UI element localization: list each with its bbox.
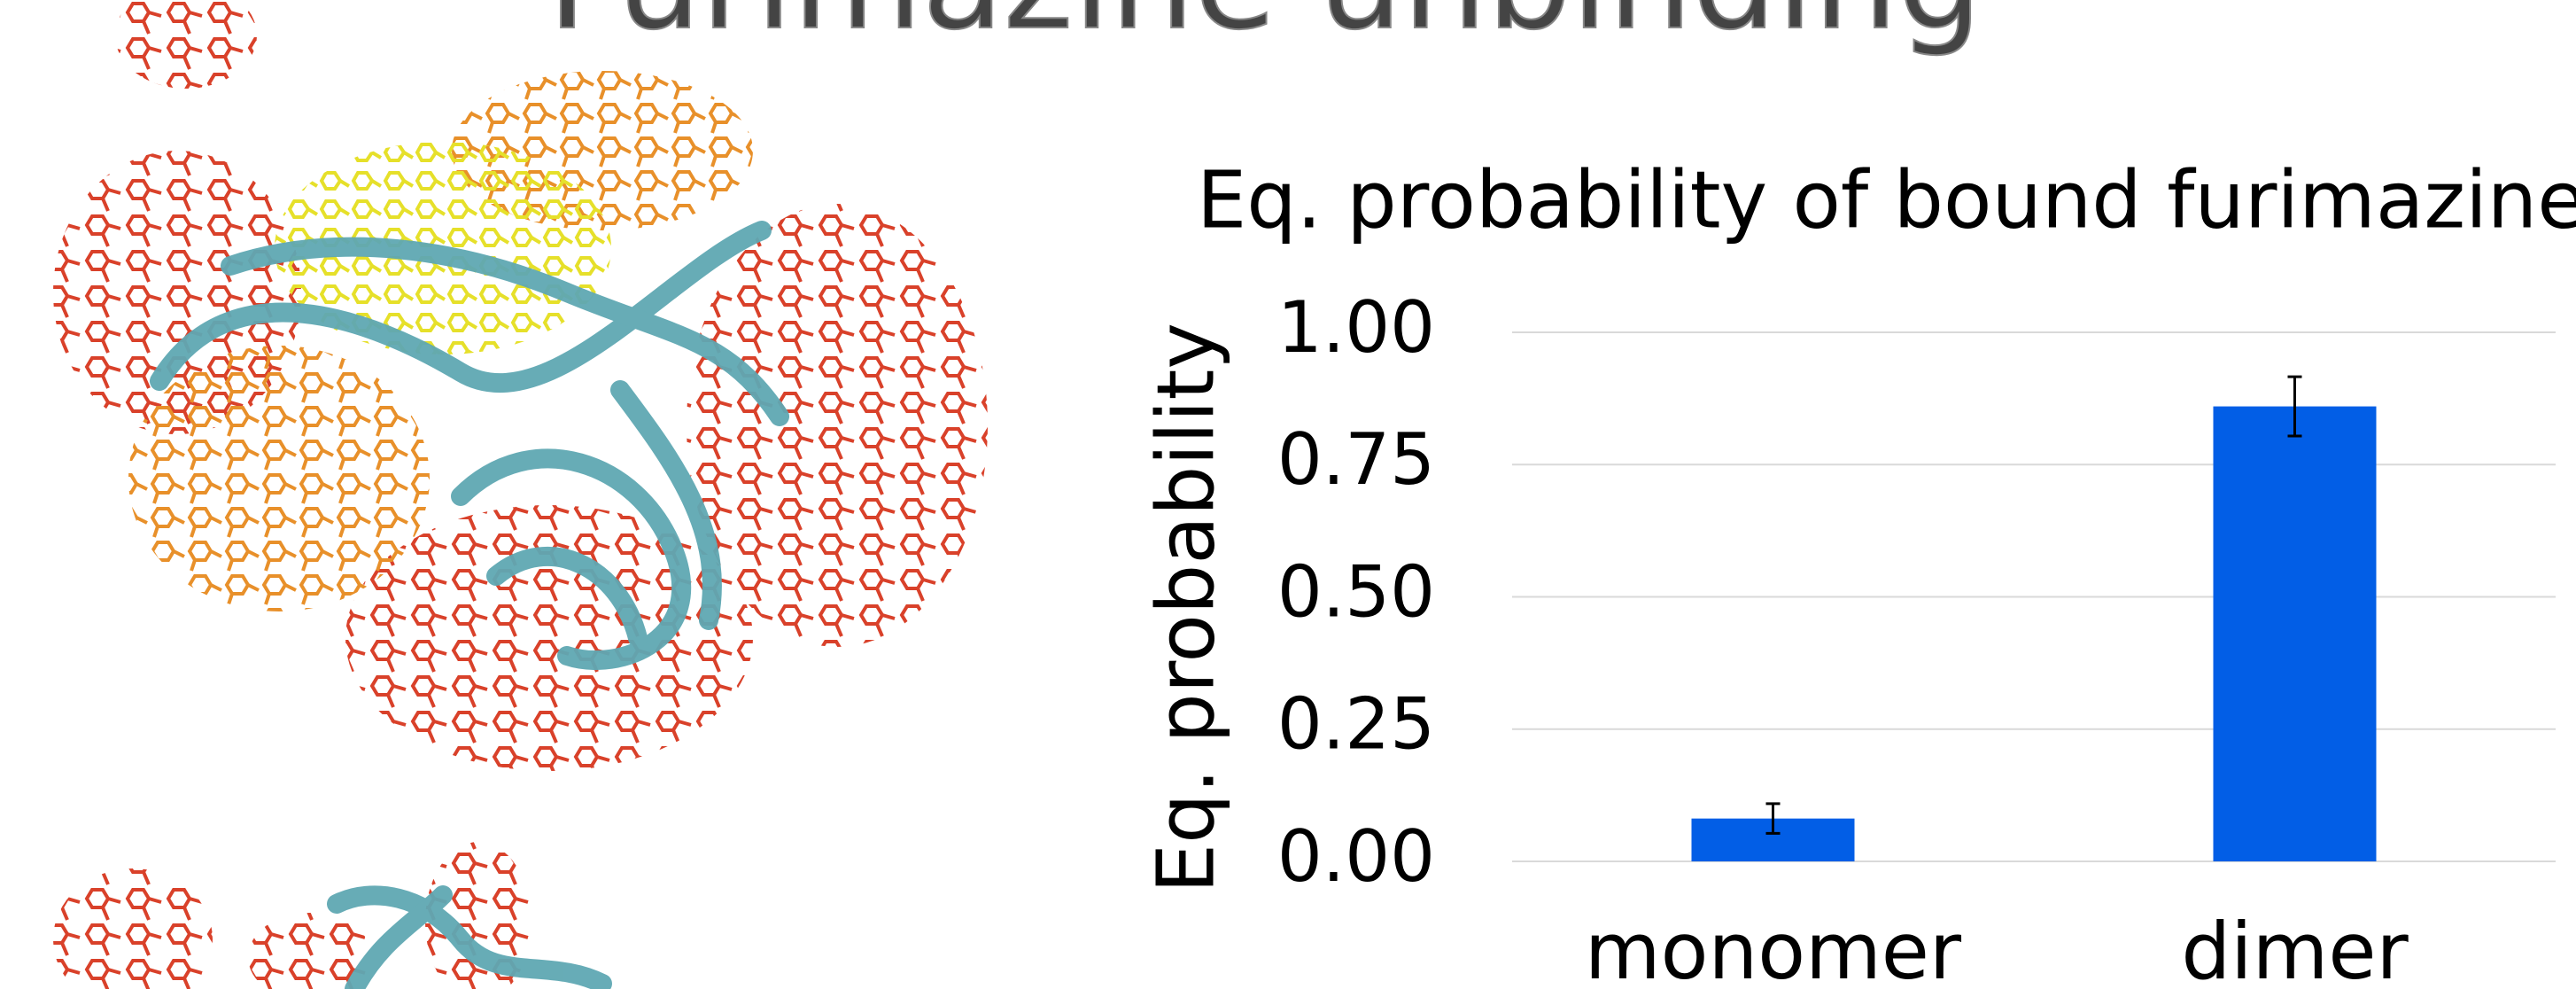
y-tick-label: 1.00 bbox=[1277, 286, 1435, 369]
y-tick-label: 0.50 bbox=[1277, 550, 1435, 633]
chart-title: Eq. probability of bound furimazine bbox=[1197, 153, 2576, 245]
error-bar bbox=[1765, 802, 1781, 835]
molecule-image bbox=[53, 0, 988, 989]
y-axis-label: Eq. probability bbox=[1139, 323, 1231, 893]
y-tick-label: 0.00 bbox=[1277, 815, 1435, 898]
x-tick-label: monomer bbox=[1585, 906, 1962, 989]
error-bar bbox=[2287, 375, 2302, 438]
bar bbox=[2213, 406, 2377, 862]
page-title: Furimazine unbinding bbox=[547, 0, 1982, 59]
x-tick-label: dimer bbox=[2181, 906, 2409, 989]
y-tick-label: 0.25 bbox=[1277, 683, 1435, 766]
y-tick-label: 0.75 bbox=[1277, 418, 1435, 501]
